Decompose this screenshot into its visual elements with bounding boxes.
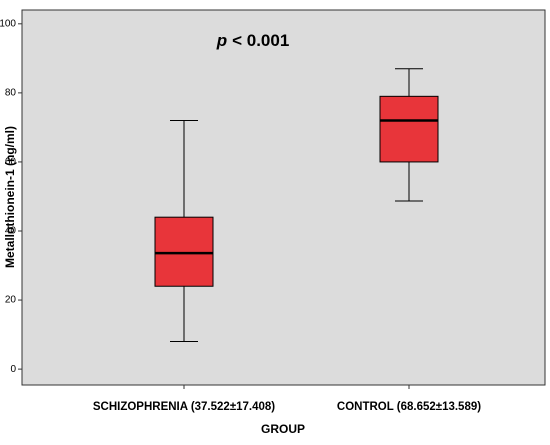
box bbox=[379, 95, 439, 163]
y-tick-label: 0 bbox=[10, 364, 16, 375]
x-tick-label: SCHIZOPHRENIA (37.522±17.408) bbox=[93, 401, 275, 413]
annotation-text: < 0.001 bbox=[232, 31, 289, 50]
annotation-italic: p bbox=[216, 31, 227, 50]
plot-area bbox=[21, 9, 546, 386]
x-tick-label: CONTROL (68.652±13.589) bbox=[337, 401, 481, 413]
y-tick-label: 100 bbox=[0, 18, 16, 29]
box bbox=[154, 216, 214, 287]
x-axis-label: GROUP bbox=[261, 422, 305, 436]
y-tick-label: 80 bbox=[5, 88, 17, 99]
annotation: p < 0.001 bbox=[216, 31, 290, 50]
y-tick-label: 60 bbox=[5, 157, 17, 168]
y-axis-label: Metallothionein-1 (ng/ml) bbox=[3, 126, 17, 268]
y-tick-label: 20 bbox=[5, 295, 17, 306]
y-tick-label: 40 bbox=[5, 226, 17, 237]
